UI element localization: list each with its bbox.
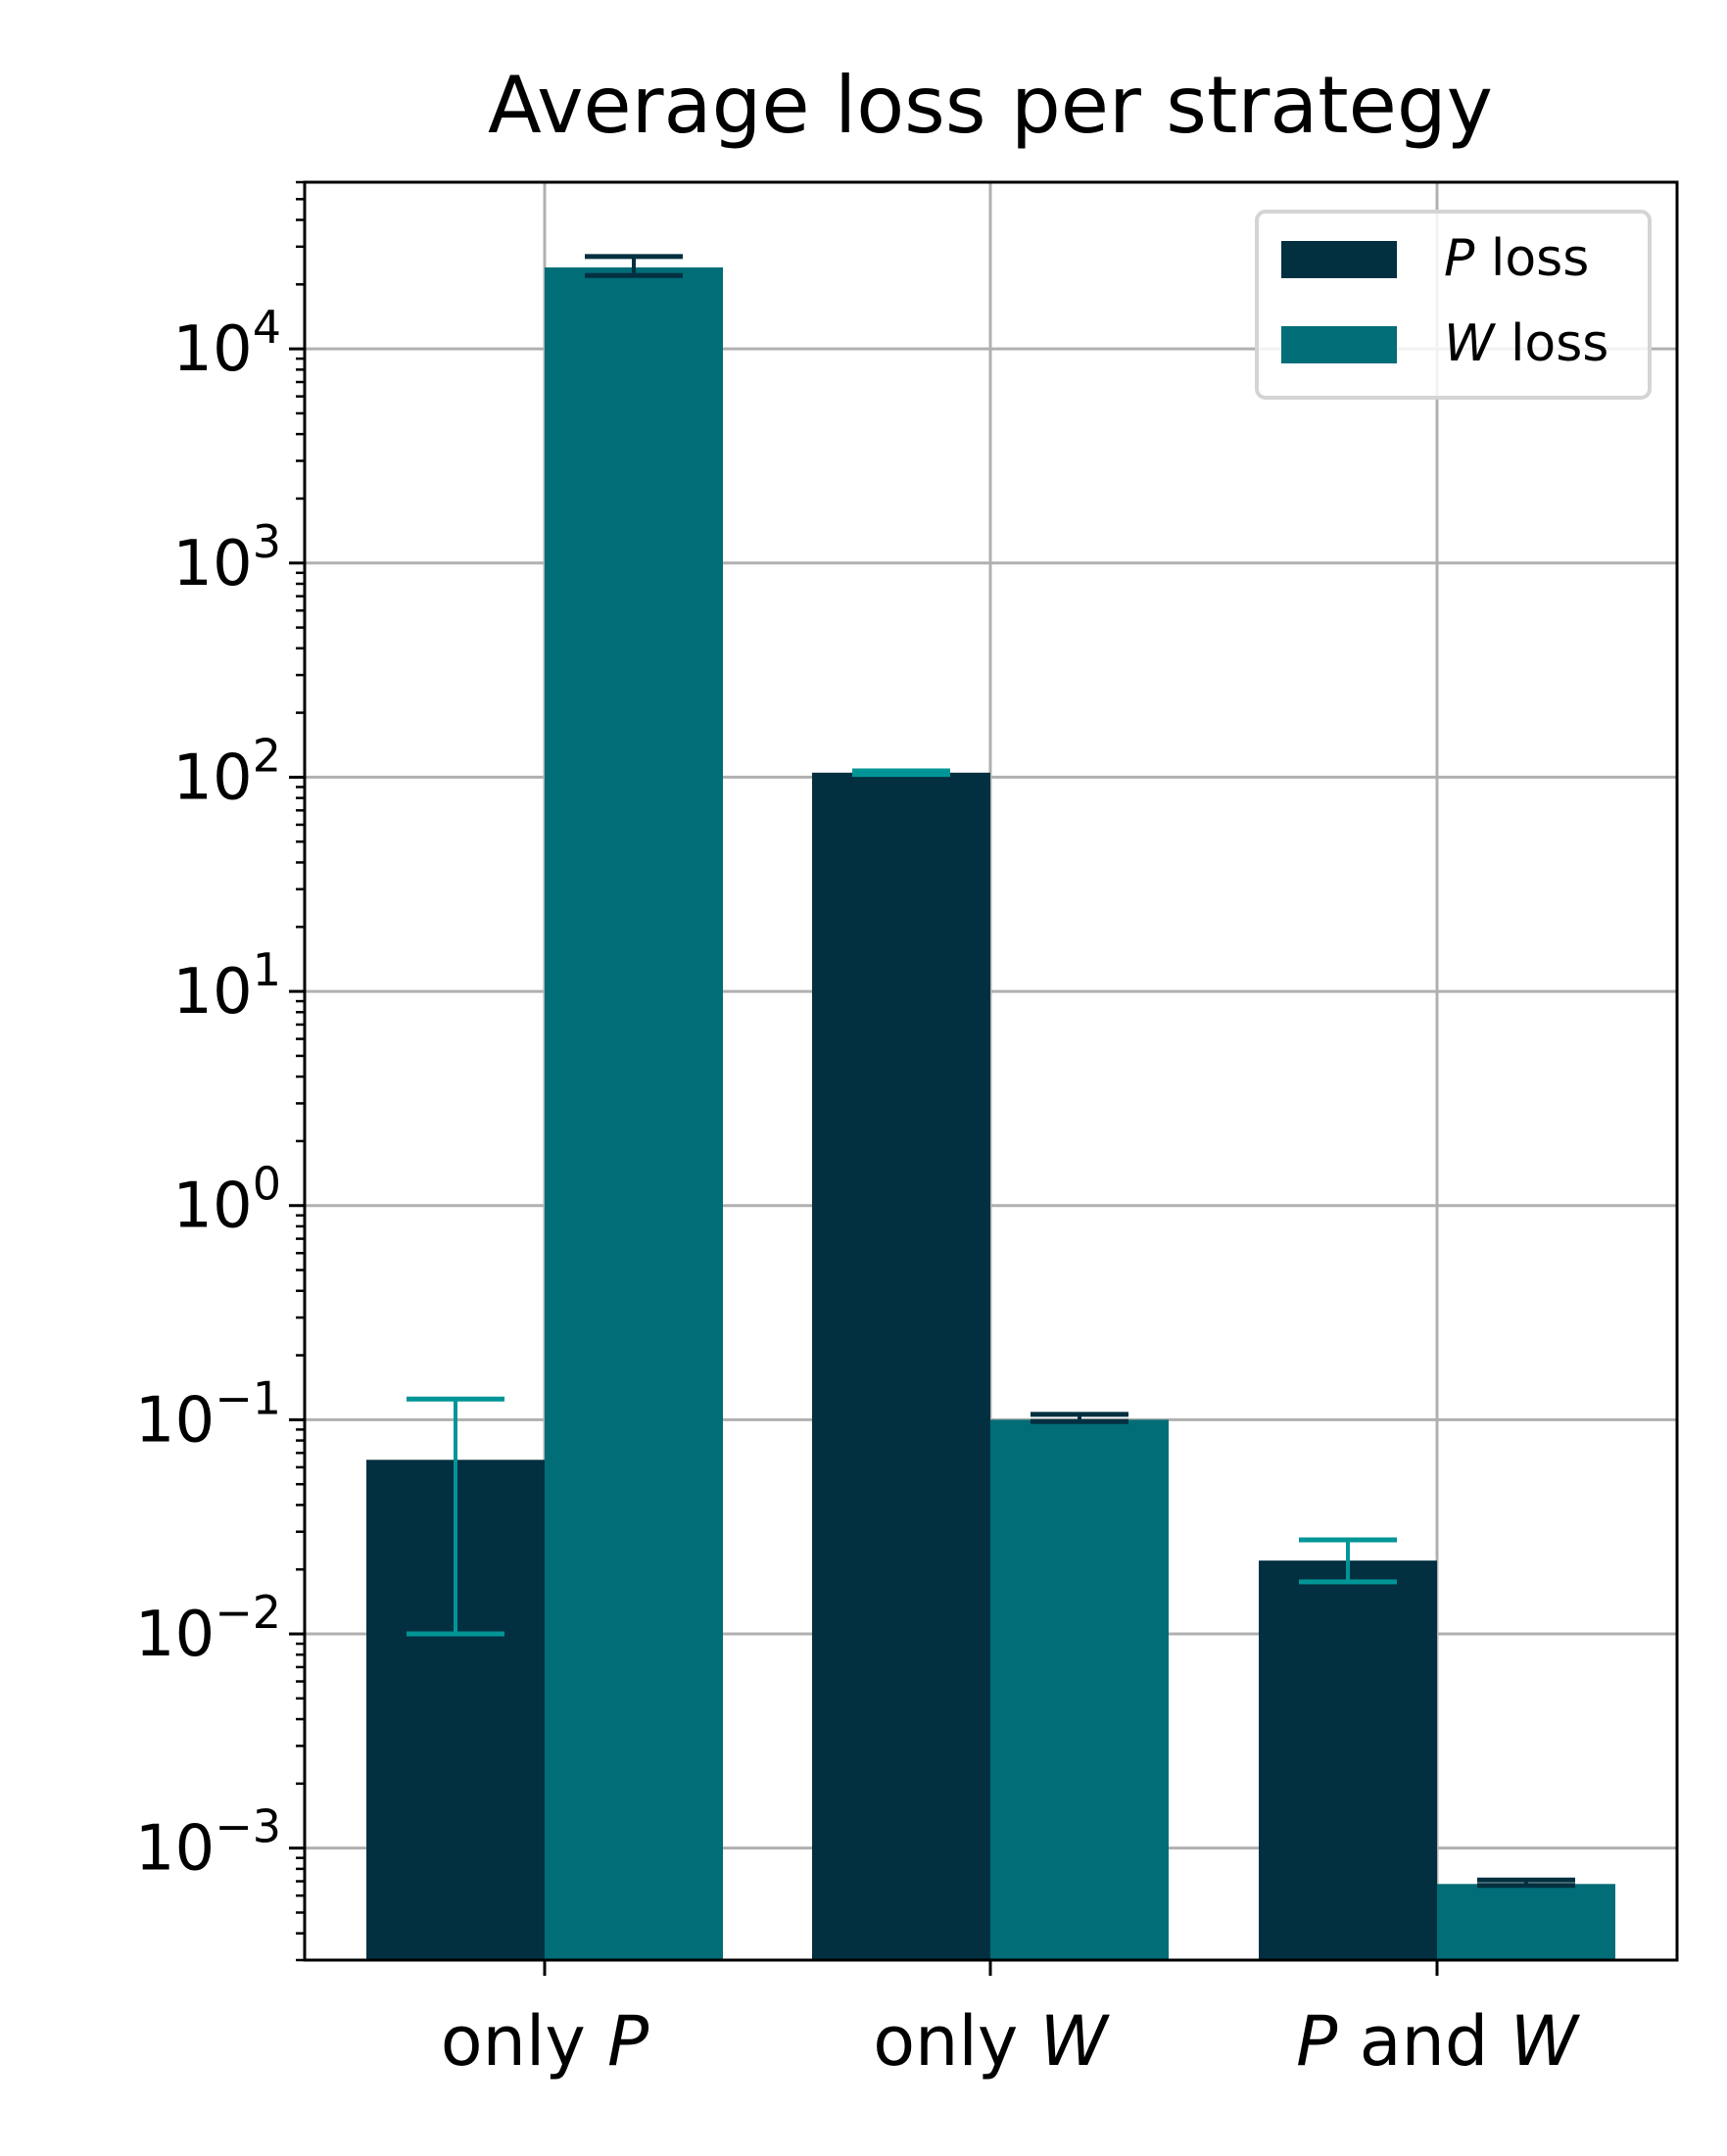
y-tick-label: 103 (172, 515, 281, 600)
error-bar-series2-1 (585, 254, 683, 278)
bar-series2-2 (990, 1419, 1169, 1960)
bar-series1-2 (812, 772, 990, 1961)
error-bar-series2-3 (1477, 1877, 1575, 1889)
legend: P loss W loss (1255, 210, 1652, 400)
error-bar-series1-3 (1299, 1537, 1397, 1585)
error-bar-series2-2 (1031, 1412, 1128, 1424)
y-tick-label: 102 (172, 729, 281, 814)
legend-swatch-1 (1281, 241, 1397, 278)
x-tick-label: P and W (1296, 2001, 1580, 2082)
legend-label-1: P loss (1444, 229, 1589, 288)
error-bars (407, 254, 1575, 1889)
bar-series2-1 (545, 267, 723, 1961)
error-bar-series1-1 (407, 1396, 504, 1637)
chart-title: Average loss per strategy (488, 60, 1493, 151)
legend-label-2: W loss (1444, 314, 1608, 373)
bars (366, 267, 1615, 1961)
legend-swatch-2 (1281, 326, 1397, 363)
y-tick-label: 104 (172, 301, 281, 386)
y-tick-label: 10−1 (135, 1371, 281, 1457)
bar-series1-3 (1259, 1560, 1437, 1960)
y-axis: 10−3 10−2 10−1 100 101 102 103 104 (135, 180, 305, 1962)
y-tick-label: 10−3 (135, 1800, 281, 1886)
y-tick-label: 100 (172, 1158, 281, 1243)
x-tick-label: only W (873, 2001, 1110, 2082)
error-bar-series1-2 (852, 768, 950, 778)
y-tick-label: 101 (172, 943, 281, 1029)
x-tick-label: only P (441, 2001, 649, 2082)
bar-series2-3 (1437, 1884, 1615, 1960)
y-tick-label: 10−2 (135, 1586, 281, 1671)
x-axis: only P only W P and W (441, 1960, 1581, 2082)
